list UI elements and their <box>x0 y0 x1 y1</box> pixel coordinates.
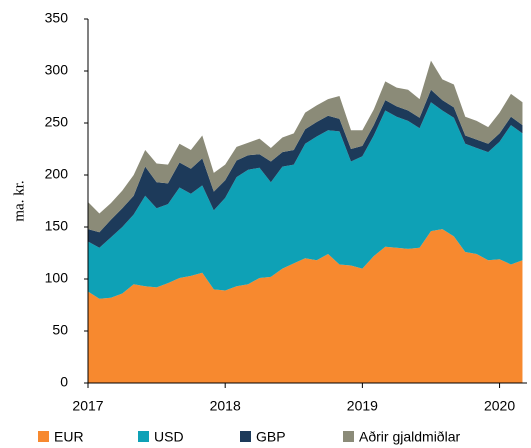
legend-swatch <box>138 431 149 442</box>
legend-swatch <box>38 431 49 442</box>
legend-label: EUR <box>54 429 84 445</box>
x-tick-label: 2019 <box>347 398 378 414</box>
y-tick-label: 250 <box>45 114 69 130</box>
y-tick-label: 350 <box>45 10 69 26</box>
y-axis-label: ma. kr. <box>11 180 27 221</box>
x-tick-label: 2017 <box>72 398 103 414</box>
x-tick-label: 2020 <box>484 398 515 414</box>
x-tick-label: 2018 <box>210 398 241 414</box>
legend-label: USD <box>154 429 184 445</box>
y-tick-label: 0 <box>60 374 68 390</box>
area <box>88 229 523 383</box>
y-tick-label: 100 <box>45 270 69 286</box>
legend-swatch <box>240 431 251 442</box>
y-tick-label: 150 <box>45 218 69 234</box>
area <box>88 102 523 299</box>
y-tick-label: 300 <box>45 62 69 78</box>
legend-swatch <box>343 431 354 442</box>
y-tick-label: 200 <box>45 166 69 182</box>
y-tick-label: 50 <box>52 322 68 338</box>
legend-label: GBP <box>256 429 286 445</box>
area <box>88 60 523 233</box>
legend-label: Aðrir gjaldmiðlar <box>359 429 460 445</box>
